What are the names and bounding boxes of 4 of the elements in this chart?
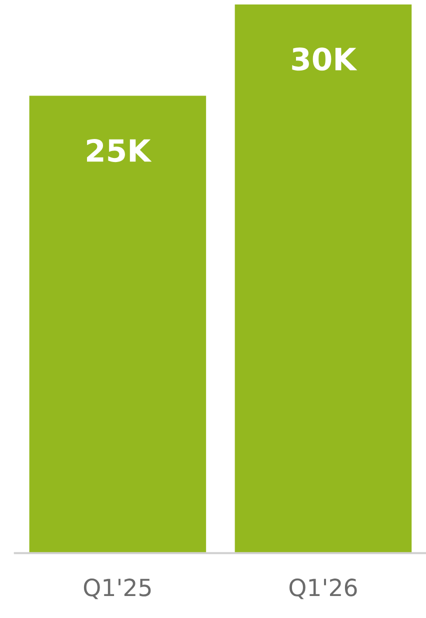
x-tick-label: Q1'26 — [289, 578, 357, 600]
x-tick-label: Q1'25 — [84, 578, 151, 600]
data-label: 30K — [292, 48, 358, 71]
data-label: 25K — [87, 138, 152, 162]
